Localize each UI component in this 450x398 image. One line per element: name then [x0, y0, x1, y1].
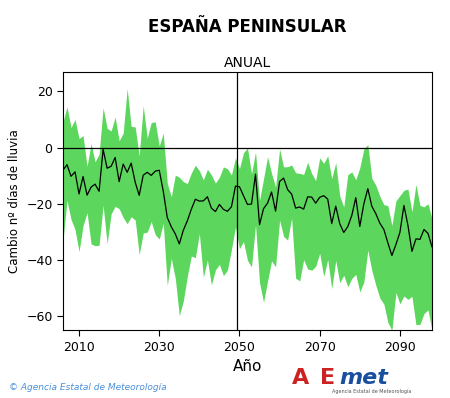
X-axis label: Año: Año: [233, 359, 262, 374]
Text: met: met: [339, 368, 388, 388]
Title: ANUAL: ANUAL: [224, 57, 271, 70]
Text: A: A: [292, 368, 309, 388]
Text: E: E: [320, 368, 335, 388]
Y-axis label: Cambio nº días de lluvia: Cambio nº días de lluvia: [8, 129, 21, 273]
Text: © Agencia Estatal de Meteorología: © Agencia Estatal de Meteorología: [9, 383, 166, 392]
Text: Agencia Estatal de Meteorología: Agencia Estatal de Meteorología: [332, 388, 411, 394]
Text: ESPAÑA PENINSULAR: ESPAÑA PENINSULAR: [148, 18, 347, 36]
